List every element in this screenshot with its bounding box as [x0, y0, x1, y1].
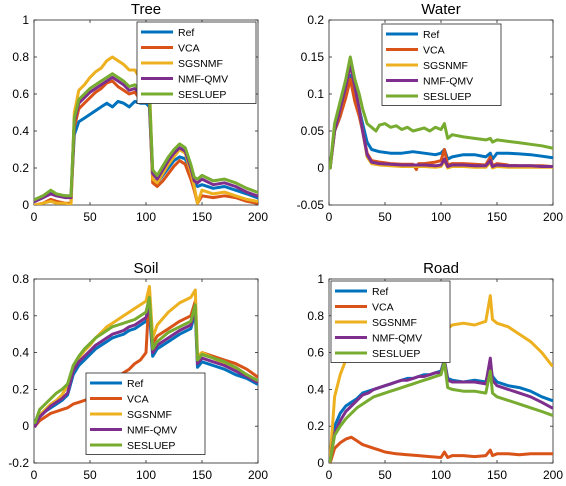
subplot-title: Soil [133, 260, 158, 277]
x-tick-label: 200 [543, 468, 563, 482]
series-line-sgsnmf [34, 284, 258, 428]
x-tick-label: 0 [31, 210, 38, 224]
y-tick-label: 0 [317, 161, 324, 175]
y-tick-label: 0.6 [12, 87, 29, 101]
y-tick-label: 0.05 [301, 124, 325, 138]
y-tick-label: 0.15 [301, 50, 325, 64]
series-group [329, 55, 553, 171]
x-tick-label: 0 [326, 468, 333, 482]
y-tick-label: 1 [317, 272, 324, 286]
subplot-road: Road 0 50 100 150 200 0 0.2 0.4 0.6 0.8 1 Ref VCA SGSN… [307, 260, 563, 482]
series-line-sesluep [329, 360, 553, 463]
legend-entry: SGSNMF [178, 58, 223, 70]
subplot-tree: Tree 0 50 100 150 200 0 0.2 0.4 0.6 0.8 1 Ref VCA SGSN… [12, 1, 268, 224]
series-line-sesluep [329, 55, 553, 170]
legend: Ref VCA SGSNMF NMF-QMV SESLUEP [136, 21, 257, 104]
y-tick-label: 0 [317, 456, 324, 470]
series-line-sesluep [34, 295, 258, 424]
x-tick-label: 200 [248, 210, 268, 224]
subplot-title: Road [423, 260, 459, 277]
x-tick-label: 150 [487, 468, 507, 482]
legend-entry: SGSNMF [423, 60, 468, 72]
legend-entry: Ref [423, 29, 439, 41]
x-tick-label: 0 [326, 210, 333, 224]
series-line-nmf-qmv [34, 303, 258, 428]
legend-entry: SGSNMF [127, 409, 172, 421]
y-tick-label: 0 [22, 198, 29, 212]
y-tick-label: -0.2 [8, 456, 29, 470]
y-tick-label: 0.6 [12, 309, 29, 323]
x-tick-label: 200 [543, 210, 563, 224]
legend-entry: NMF-QMV [372, 333, 422, 345]
x-tick-label: 100 [136, 468, 156, 482]
legend-entry: Ref [127, 378, 143, 390]
legend-entry: NMF-QMV [178, 74, 228, 86]
y-tick-label: 0.8 [12, 272, 29, 286]
x-tick-label: 50 [83, 210, 97, 224]
y-tick-label: 0 [22, 419, 29, 433]
legend-entry: NMF-QMV [423, 76, 473, 88]
legend: Ref VCA SGSNMF NMF-QMV SESLUEP [381, 23, 502, 106]
legend-entry: NMF-QMV [127, 425, 177, 437]
y-tick-label: 0.2 [12, 161, 29, 175]
legend-entry: SESLUEP [423, 91, 471, 103]
legend-entry: SGSNMF [372, 317, 417, 329]
legend-entry: SESLUEP [372, 348, 420, 360]
subplot-title: Water [421, 1, 460, 18]
legend-entry: VCA [127, 394, 149, 406]
x-tick-label: 50 [83, 468, 97, 482]
x-tick-label: 150 [192, 210, 212, 224]
y-tick-label: 0.4 [307, 382, 324, 396]
series-line-nmf-qmv [329, 356, 553, 463]
legend-entry: VCA [372, 302, 394, 314]
x-tick-label: 100 [136, 210, 156, 224]
legend-entry: VCA [178, 43, 200, 55]
legend-entry: SESLUEP [127, 440, 175, 452]
x-tick-label: 0 [31, 468, 38, 482]
legend: Ref VCA SGSNMF NMF-QMV SESLUEP [330, 280, 451, 363]
y-tick-label: 0.1 [307, 87, 324, 101]
y-tick-label: 1 [22, 13, 29, 27]
legend-entry: SESLUEP [178, 89, 226, 101]
y-tick-label: 0.2 [307, 419, 324, 433]
x-tick-label: 100 [431, 210, 451, 224]
y-tick-label: 0.8 [307, 309, 324, 323]
y-tick-label: 0.4 [12, 346, 29, 360]
subplot-title: Tree [131, 1, 161, 18]
series-line-vca [329, 435, 553, 463]
y-tick-label: 0.2 [12, 382, 29, 396]
y-tick-label: 0.6 [307, 346, 324, 360]
x-tick-label: 150 [192, 468, 212, 482]
series-line-nmf-qmv [329, 62, 553, 170]
y-tick-label: 0.2 [307, 13, 324, 27]
y-tick-label: -0.05 [297, 198, 325, 212]
x-tick-label: 200 [248, 468, 268, 482]
legend: Ref VCA SGSNMF NMF-QMV SESLUEP [85, 372, 206, 455]
x-tick-label: 150 [487, 210, 507, 224]
y-tick-label: 0.8 [12, 50, 29, 64]
legend-entry: Ref [372, 286, 388, 298]
x-tick-label: 50 [378, 468, 392, 482]
y-tick-label: 0.4 [12, 124, 29, 138]
legend-entry: VCA [423, 45, 445, 57]
x-tick-label: 100 [431, 468, 451, 482]
legend-entry: Ref [178, 27, 194, 39]
series-group [34, 284, 258, 428]
x-tick-label: 50 [378, 210, 392, 224]
